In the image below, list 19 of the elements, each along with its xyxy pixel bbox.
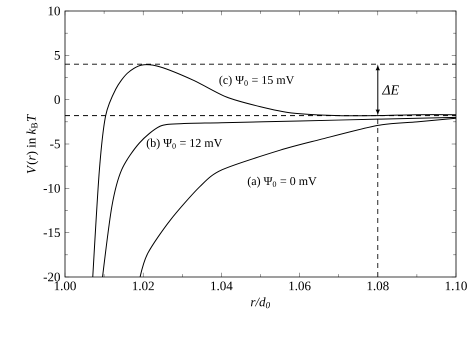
x-tick-label: 1.00 xyxy=(54,282,76,290)
y-tick-label: -20 xyxy=(44,272,60,282)
x-tick-label: 1.10 xyxy=(446,282,467,290)
y-tick-label: -10 xyxy=(44,184,60,193)
x-tick-label: 1.04 xyxy=(211,282,233,290)
y-tick-label: -5 xyxy=(50,140,60,148)
y-tick-label: 10 xyxy=(48,6,60,16)
series-label: (b) Ψ$_{0}$ = 12 mV xyxy=(146,138,222,150)
y-tick-label: 0 xyxy=(54,95,60,104)
x-tick-label: 1.02 xyxy=(132,282,154,290)
series-label: (c) Ψ$_{0}$ = 15 mV xyxy=(219,76,294,86)
x-axis-title: r/d$_{0}$ xyxy=(250,297,270,308)
x-tick-label: 1.06 xyxy=(289,282,311,290)
y-tick-label: -15 xyxy=(44,228,60,238)
y-tick-label: 5 xyxy=(54,51,60,60)
annotation: ΔE xyxy=(382,85,399,95)
y-axis-title: V(r) in k$_{B}$T xyxy=(26,114,38,174)
series-label: (a) Ψ$_{0}$ = 0 mV xyxy=(248,176,317,188)
x-tick-label: 1.08 xyxy=(368,282,389,290)
